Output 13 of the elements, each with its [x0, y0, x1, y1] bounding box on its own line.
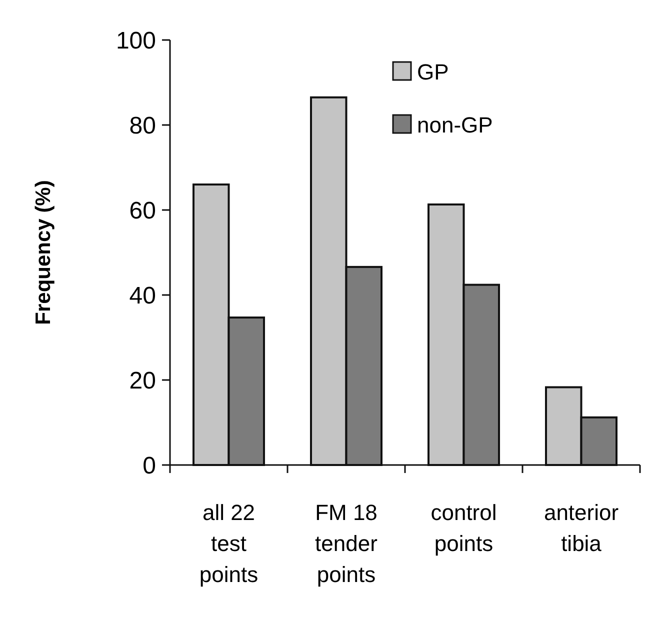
y-tick-label: 60 [129, 197, 156, 224]
y-tick-label: 80 [129, 112, 156, 140]
x-tick-label: FM 18 tender points [315, 500, 378, 587]
legend-label: GP [417, 60, 449, 85]
y-tick-label: 20 [129, 367, 156, 394]
y-axis-title: Frequency (%) [32, 180, 55, 325]
legend-label: non-GP [417, 112, 493, 138]
x-tick-label: anterior tibia [544, 500, 619, 556]
y-tick-label: 0 [142, 452, 156, 480]
x-tick-label: all 22 test points [199, 500, 258, 587]
y-tick-label: 100 [116, 27, 156, 54]
x-tick-label: control points [430, 500, 497, 556]
y-tick-label: 40 [129, 282, 156, 310]
